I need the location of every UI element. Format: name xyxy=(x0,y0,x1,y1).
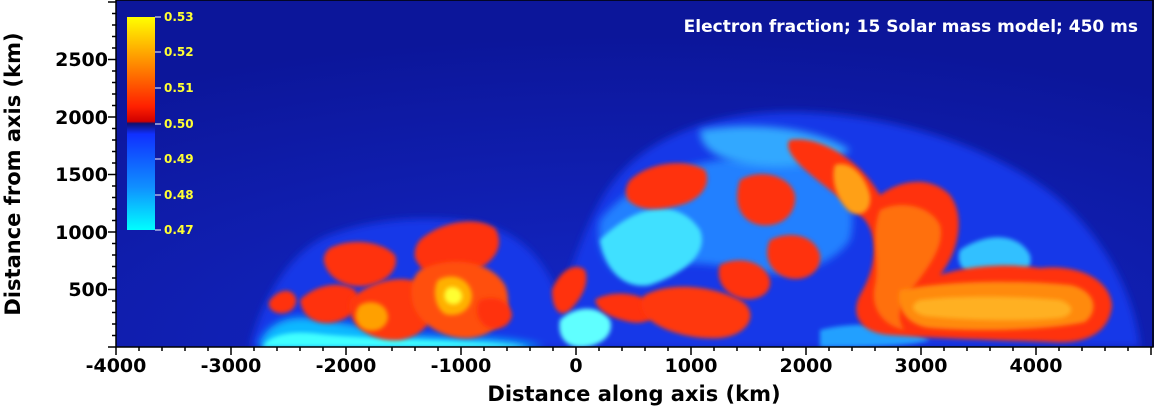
y-tick-label: 2500 xyxy=(55,49,108,71)
x-tick-label: 0 xyxy=(569,355,582,377)
x-axis-ticks xyxy=(115,347,1152,355)
colorbar-label: 0.48 xyxy=(164,188,194,202)
colorbar-label: 0.52 xyxy=(164,45,194,59)
x-tick-label: -1000 xyxy=(431,355,492,377)
y-tick-label: 1000 xyxy=(55,222,108,244)
y-axis-ticks xyxy=(108,1,116,348)
y-tick-label: 1500 xyxy=(55,164,108,186)
x-tick-label: 4000 xyxy=(1010,355,1063,377)
colorbar-label: 0.50 xyxy=(164,117,194,131)
electron-fraction-field xyxy=(250,111,1140,347)
x-tick-label: 2000 xyxy=(780,355,833,377)
figure-title: Electron fraction; 15 Solar mass model; … xyxy=(684,17,1138,37)
x-tick-labels: -4000 -3000 -2000 -1000 0 1000 2000 3000… xyxy=(86,355,1063,377)
colorbar: 0.53 0.52 0.51 0.50 0.49 0.48 0.47 xyxy=(127,10,194,237)
colorbar-gradient xyxy=(127,17,155,230)
x-tick-label: 1000 xyxy=(665,355,718,377)
colorbar-label: 0.49 xyxy=(164,152,194,166)
x-tick-label: -2000 xyxy=(316,355,377,377)
plot-frame xyxy=(115,0,1154,348)
y-tick-label: 2000 xyxy=(55,107,108,129)
colorbar-label: 0.53 xyxy=(164,10,194,24)
y-axis-label: Distance from axis (km) xyxy=(1,32,25,315)
x-tick-label: -3000 xyxy=(201,355,262,377)
colorbar-label: 0.47 xyxy=(164,223,194,237)
y-tick-labels: 500 1000 1500 2000 2500 xyxy=(55,49,108,301)
x-axis-label: Distance along axis (km) xyxy=(487,382,780,406)
y-tick-label: 500 xyxy=(68,279,108,301)
x-tick-label: -4000 xyxy=(86,355,147,377)
x-tick-label: 3000 xyxy=(895,355,948,377)
colorbar-label: 0.51 xyxy=(164,81,194,95)
